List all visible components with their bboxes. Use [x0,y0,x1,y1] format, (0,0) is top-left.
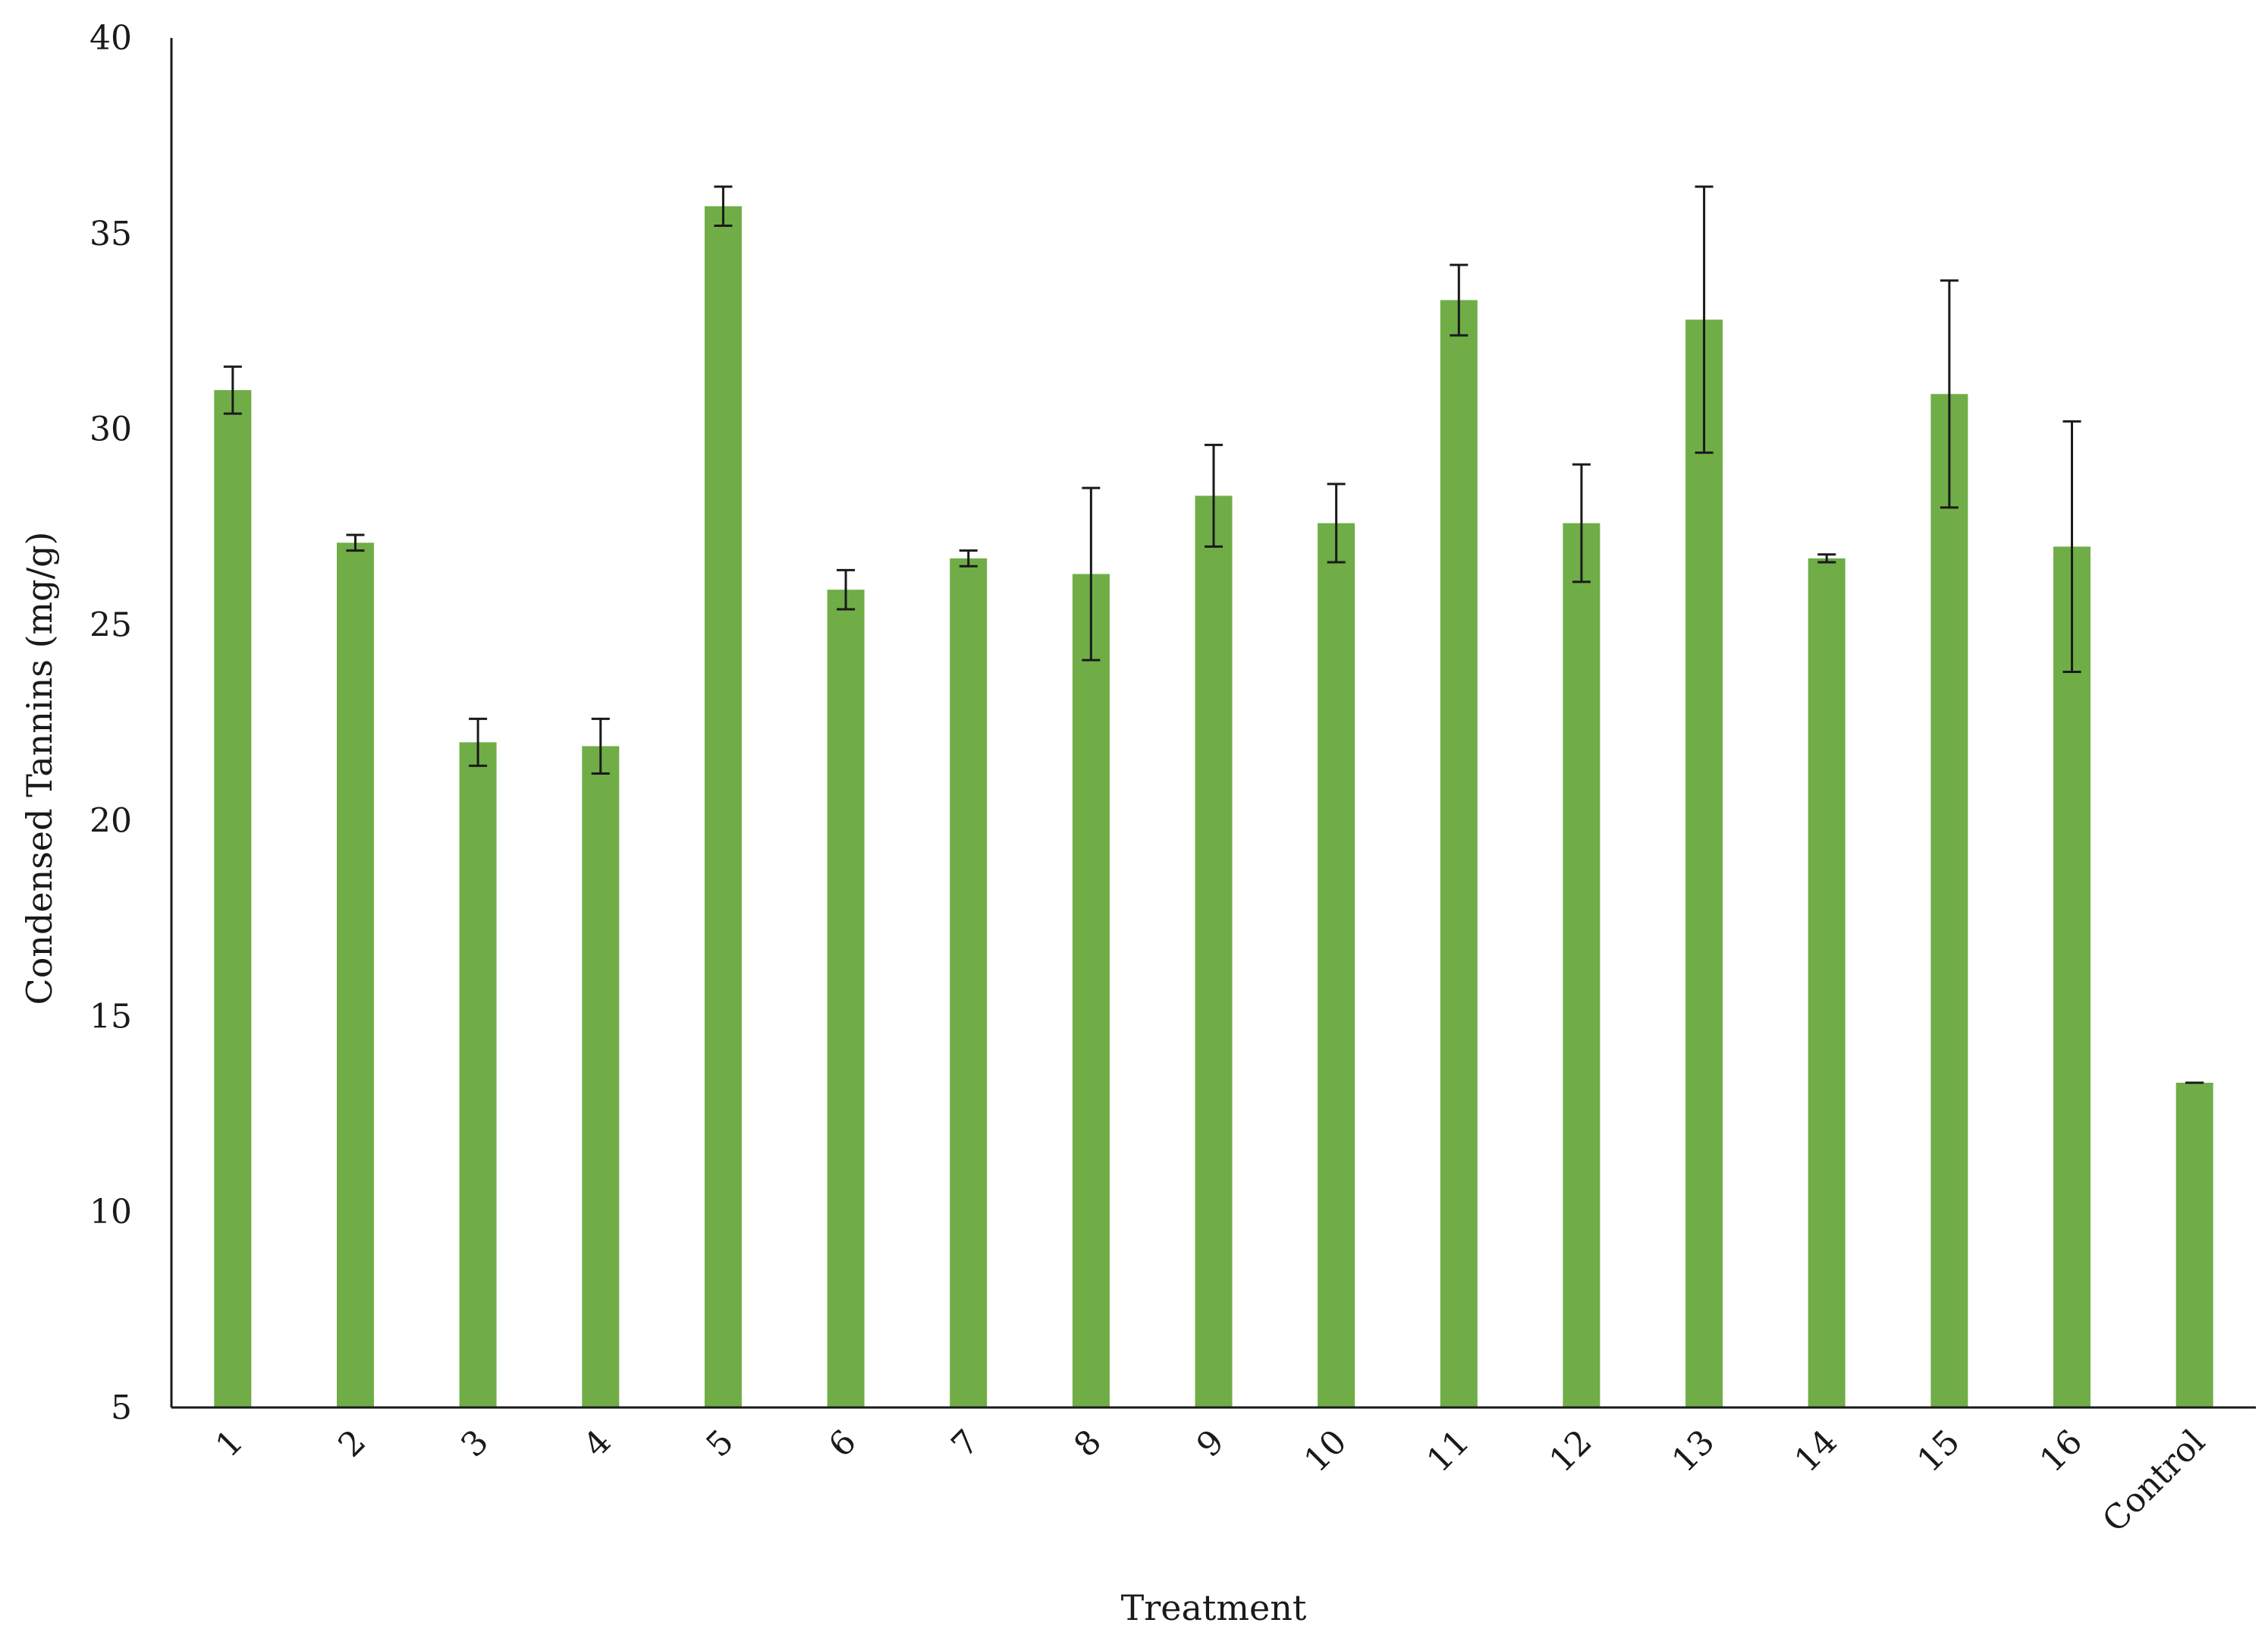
bar-13 [1685,319,1723,1407]
bars-layer [214,206,2213,1408]
error-bars-layer [223,185,2204,1084]
bar-10 [1318,523,1355,1407]
y-tick-label: 25 [90,606,132,645]
bar-12 [1563,523,1600,1407]
x-tick-label: 4 [576,1423,619,1465]
error-bar-1 [223,365,242,415]
y-axis-label: Condensed Tannins (mg/g) [19,532,60,1005]
error-bar-16 [2062,420,2081,673]
error-bar-13 [1695,185,1714,454]
x-tick-label: Control [2095,1423,2213,1540]
error-bar-3 [469,717,488,767]
bar-9 [1195,495,1233,1407]
x-tick-label: 8 [1066,1423,1109,1465]
y-tick-label: 40 [90,19,132,58]
bar-6 [827,590,865,1408]
error-bar-14 [1817,553,1836,564]
x-tick-label: 11 [1419,1423,1477,1480]
x-tick-label: 12 [1542,1423,1600,1480]
bar-8 [1072,574,1110,1407]
bar-5 [704,206,742,1407]
bar-14 [1808,558,1845,1407]
error-bar-12 [1572,463,1591,583]
bar-16 [2053,546,2091,1407]
error-bar-11 [1450,263,1469,337]
y-tick-label: 5 [111,1389,132,1427]
x-tick-label: 10 [1297,1423,1355,1480]
bar-1 [214,390,252,1407]
x-axis-label: Treatment [1121,1587,1307,1628]
y-tick-label: 15 [90,997,132,1036]
error-bar-2 [346,533,365,552]
x-tick-label: 5 [699,1423,741,1465]
x-tick-label: 14 [1787,1423,1845,1480]
bar-4 [582,746,620,1407]
error-bar-9 [1205,443,1223,548]
x-tick-label: 3 [454,1423,496,1465]
error-bar-4 [591,717,610,775]
bar-2 [337,543,374,1407]
x-axis-ticks: 1 2 3 4 5 6 7 8 9 10 11 12 13 14 15 16 Control [209,1423,2213,1540]
x-tick-label: 13 [1665,1423,1723,1480]
error-bar-15 [1940,279,1959,509]
x-tick-label: 6 [821,1423,864,1465]
error-bar-10 [1327,483,1346,564]
y-tick-label: 30 [90,410,132,449]
x-tick-label: 2 [331,1423,373,1465]
bar-control [2175,1083,2213,1407]
bar-7 [950,558,988,1407]
x-tick-label: 7 [944,1423,987,1465]
error-bar-8 [1082,486,1101,662]
x-tick-label: 16 [2033,1423,2091,1480]
x-tick-label: 1 [209,1423,251,1465]
bar-11 [1440,300,1478,1407]
y-tick-label: 10 [90,1193,132,1231]
y-axis-ticks: 5 10 15 20 25 30 35 40 [90,19,132,1427]
x-tick-label: 15 [1910,1423,1968,1480]
bar-3 [459,742,497,1407]
bar-15 [1930,394,1968,1407]
y-tick-label: 35 [90,215,132,253]
x-tick-label: 9 [1189,1423,1232,1465]
y-tick-label: 20 [90,801,132,840]
error-bar-7 [959,549,978,568]
error-bar-6 [837,568,856,611]
error-bar-5 [714,185,733,228]
